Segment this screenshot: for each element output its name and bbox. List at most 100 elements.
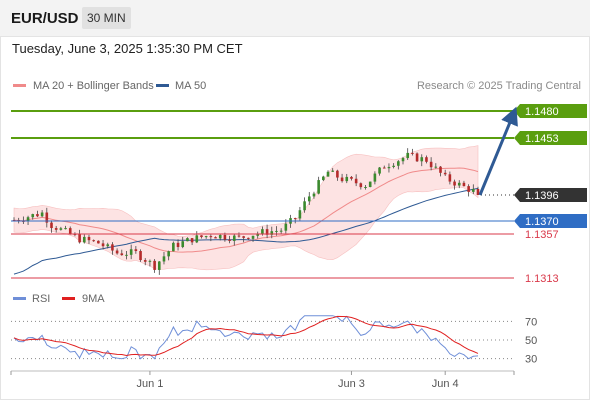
candle	[397, 160, 400, 170]
ma20-legend-swatch	[13, 84, 26, 87]
level-tag-1.1453: 1.1453	[514, 131, 587, 145]
candle	[83, 234, 86, 244]
candle	[54, 225, 58, 233]
candle	[242, 235, 245, 243]
candle	[214, 236, 217, 239]
level-tag-1.1480: 1.1480	[514, 104, 587, 118]
header-bar: EUR/USD 30 MIN	[0, 0, 590, 37]
rsi-level-label-30: 30	[525, 354, 537, 366]
candle	[204, 235, 208, 239]
candle	[153, 259, 156, 273]
forecast-arrow	[478, 106, 518, 196]
candle	[443, 169, 447, 176]
candle	[181, 236, 185, 249]
candle	[472, 184, 475, 195]
candle	[157, 261, 161, 275]
candle	[129, 244, 133, 260]
candle	[354, 174, 358, 187]
candle	[45, 207, 49, 228]
x-tick-label: Jun 4	[432, 378, 459, 390]
candle	[359, 182, 363, 190]
candle	[378, 167, 381, 176]
candle	[462, 180, 466, 187]
level-label-1.1357: 1.1357	[525, 229, 559, 241]
candle	[115, 248, 119, 255]
candle	[143, 258, 147, 266]
candle	[228, 235, 231, 244]
candle	[247, 237, 250, 240]
candle	[68, 226, 72, 235]
level-tag-1.1370: 1.1370	[514, 214, 587, 228]
candle	[172, 241, 175, 252]
candle	[331, 168, 335, 172]
rsi-level-label-50: 50	[525, 335, 537, 347]
candle	[350, 176, 353, 181]
candle	[425, 155, 428, 164]
candle	[406, 148, 409, 160]
candle	[298, 206, 302, 221]
candle	[467, 184, 470, 197]
candle	[368, 181, 372, 188]
candle	[134, 246, 138, 254]
svg-text:1.1480: 1.1480	[525, 106, 559, 118]
symbol-title: EUR/USD	[11, 10, 79, 27]
candle	[176, 239, 180, 251]
candle	[167, 250, 170, 261]
candle	[439, 166, 442, 177]
svg-text:1.1370: 1.1370	[525, 216, 559, 228]
candle	[312, 191, 316, 199]
ma50-legend-swatch	[156, 84, 169, 87]
candle	[78, 229, 81, 244]
rsi-legend-swatch	[13, 297, 26, 300]
ma9-legend-label: 9MA	[82, 293, 105, 305]
candle	[326, 170, 330, 177]
candle	[237, 232, 241, 238]
datetime-label: Tuesday, June 3, 2025 1:35:30 PM CET	[12, 41, 243, 56]
candle	[448, 171, 452, 185]
rsi-level-label-70: 70	[525, 316, 537, 328]
level-tag-1.1396: 1.1396	[514, 188, 587, 202]
candle	[284, 219, 288, 234]
candle	[148, 259, 152, 267]
candle	[40, 210, 44, 218]
candle	[59, 226, 63, 231]
rsi-ma-line	[13, 315, 479, 357]
candle	[106, 242, 110, 249]
candle	[345, 173, 349, 184]
candle	[336, 169, 339, 181]
timeframe-badge[interactable]: 30 MIN	[82, 7, 131, 29]
candle	[186, 237, 189, 242]
candle	[218, 234, 222, 241]
ma50-line	[13, 187, 479, 275]
candle	[256, 231, 260, 239]
candle	[434, 163, 438, 169]
candle	[270, 226, 274, 239]
candle	[420, 154, 424, 167]
candle	[125, 251, 128, 260]
candle	[401, 156, 405, 165]
candle	[97, 240, 100, 244]
ma20-legend-label: MA 20 + Bollinger Bands	[33, 80, 154, 92]
rsi-line	[13, 315, 479, 360]
candle	[232, 233, 236, 246]
candle	[387, 163, 391, 173]
candle	[429, 157, 433, 171]
candle	[31, 213, 35, 220]
candle	[265, 224, 269, 239]
candle	[50, 220, 53, 233]
ma9-legend-swatch	[62, 297, 75, 300]
candle	[382, 165, 386, 169]
candle	[200, 235, 203, 239]
candle	[415, 152, 419, 162]
x-tick-label: Jun 3	[338, 378, 365, 390]
svg-text:1.1453: 1.1453	[525, 133, 559, 145]
candle	[279, 228, 283, 235]
candle	[364, 184, 367, 190]
candle	[120, 249, 124, 256]
candle	[453, 179, 456, 190]
candle	[322, 175, 325, 182]
candle	[411, 148, 414, 156]
candle	[139, 249, 142, 262]
candle	[457, 180, 461, 189]
